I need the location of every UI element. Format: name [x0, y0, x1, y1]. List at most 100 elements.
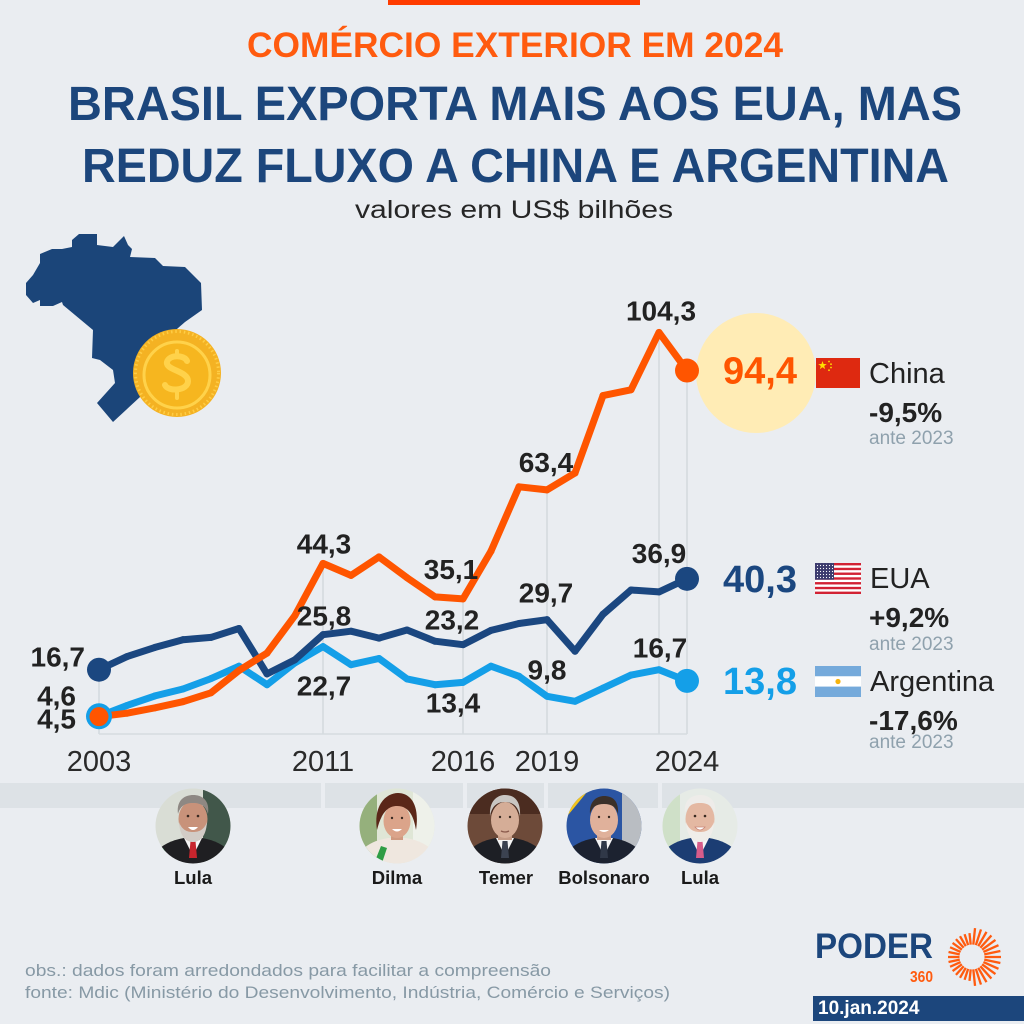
legend-note-eua: ante 2023	[869, 634, 954, 655]
data-point	[375, 553, 383, 561]
end-marker-china	[675, 358, 699, 383]
data-point	[375, 634, 383, 642]
sun-ray	[968, 933, 972, 945]
data-point	[627, 586, 635, 594]
data-point	[431, 681, 439, 689]
data-point	[207, 689, 215, 697]
sun-ray	[977, 967, 988, 983]
data-point	[599, 684, 607, 692]
series-line-eua	[95, 575, 691, 678]
dollar-coin-icon	[133, 329, 221, 417]
usa-flag-icon	[815, 563, 861, 595]
sun-ray	[982, 961, 999, 970]
data-point	[207, 675, 215, 683]
footnote-obs: obs.: dados foram arredondados para faci…	[25, 961, 551, 980]
sun-ray	[972, 969, 977, 986]
data-point	[487, 626, 495, 634]
brazil-map-icon	[26, 234, 202, 422]
data-point	[151, 692, 159, 700]
data-point	[515, 620, 523, 628]
data-label: 4,5	[37, 704, 76, 735]
sun-ray	[977, 931, 988, 947]
date-badge	[813, 996, 1024, 1021]
data-point	[627, 671, 635, 679]
x-tick-label: 2011	[292, 746, 354, 778]
data-point	[347, 571, 355, 579]
legend-eua: EUA +9,2% ante 2023	[815, 563, 954, 655]
sun-ray	[949, 961, 962, 968]
sun-ray	[948, 950, 961, 956]
legend-name-china: China	[869, 358, 946, 390]
data-point	[599, 392, 607, 400]
data-point	[487, 662, 495, 670]
line-chart: 94,4 40,3 13,8 104,3 63,4 44,3 35,1 16,7 25,8 23,…	[31, 295, 797, 778]
data-label: 22,7	[297, 671, 352, 702]
sun-ray	[955, 938, 965, 949]
data-point	[487, 547, 495, 555]
data-point	[123, 709, 131, 717]
x-tick-label: 2016	[431, 746, 496, 778]
data-point	[347, 661, 355, 669]
data-point	[431, 637, 439, 645]
sun-ray	[979, 965, 993, 980]
legend-note-china: ante 2023	[869, 428, 954, 449]
data-point	[571, 647, 579, 655]
president-name: Dilma	[372, 867, 423, 888]
legend-change-argentina: -17,6%	[869, 705, 958, 736]
data-point	[179, 685, 187, 693]
data-point	[319, 631, 327, 639]
data-point	[459, 595, 467, 603]
china-flag-icon	[816, 358, 860, 388]
sun-ray	[955, 965, 965, 976]
data-point	[179, 698, 187, 706]
data-label: 36,9	[632, 538, 687, 569]
data-point	[543, 616, 551, 624]
sun-ray	[974, 929, 983, 946]
president-name: Lula	[174, 867, 213, 888]
sun-ray	[981, 939, 997, 951]
data-label: 4,6	[37, 680, 76, 711]
data-point	[151, 643, 159, 651]
sun-ray	[979, 934, 993, 949]
footnote-source: fonte: Mdic (Ministério do Desenvolvimen…	[25, 983, 670, 1002]
sun-ray	[968, 969, 972, 981]
sun-ray	[951, 963, 963, 973]
data-point	[515, 672, 523, 680]
sun-ray	[981, 963, 997, 975]
avatar-temer	[467, 788, 543, 864]
data-point	[123, 653, 131, 661]
end-value-label-china: 94,4	[723, 351, 797, 393]
start-marker-china	[89, 707, 109, 727]
data-point	[655, 666, 663, 674]
data-label: 16,7	[633, 633, 688, 664]
data-point	[655, 588, 663, 596]
logo-word: PODER	[815, 927, 933, 966]
data-point	[235, 666, 243, 674]
avatar-dilma	[359, 788, 435, 864]
data-point	[543, 486, 551, 494]
data-point	[459, 678, 467, 686]
data-point	[347, 627, 355, 635]
data-point	[403, 675, 411, 683]
x-tick-label: 2019	[515, 746, 580, 778]
legend-change-eua: +9,2%	[869, 602, 949, 633]
logo-number: 360	[910, 969, 933, 986]
legend-note-argentina: ante 2023	[869, 732, 954, 753]
data-point	[599, 610, 607, 618]
data-point	[263, 681, 271, 689]
president-name: Bolsonaro	[558, 867, 649, 888]
data-point	[515, 483, 523, 491]
data-label: 104,3	[626, 295, 696, 326]
data-point	[263, 649, 271, 657]
title-line-1: BRASIL EXPORTA MAIS AOS EUA, MAS	[68, 78, 962, 131]
title-line-2: REDUZ FLUXO A CHINA E ARGENTINA	[82, 140, 949, 193]
sun-ray	[963, 933, 970, 946]
end-marker-eua	[675, 566, 699, 591]
data-point	[263, 670, 271, 678]
avatar-lula-2	[662, 788, 738, 864]
publish-date: 10.jan.2024	[818, 998, 920, 1019]
sun-ray	[983, 958, 1001, 965]
legend-name-argentina: Argentina	[870, 666, 995, 698]
poder360-sun-icon	[948, 928, 1001, 986]
data-label: 25,8	[297, 601, 352, 632]
